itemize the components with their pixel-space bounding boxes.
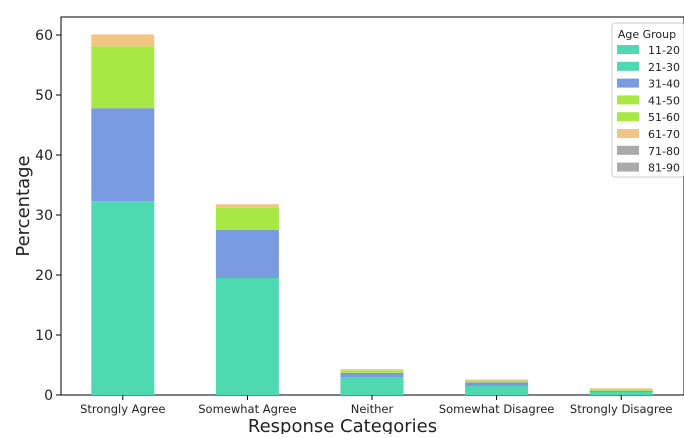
y-tick-label: 60 xyxy=(35,28,53,44)
y-tick-label: 30 xyxy=(35,208,53,224)
bar-segment xyxy=(340,377,404,395)
bar-segment xyxy=(465,382,529,386)
bar-segment xyxy=(91,46,155,109)
legend-swatch xyxy=(617,78,639,88)
legend-swatch xyxy=(617,45,639,54)
bar-segment xyxy=(465,386,529,395)
bar-segment xyxy=(589,389,653,391)
bar-segment xyxy=(340,370,404,373)
bar-segment xyxy=(91,34,155,47)
x-tick-label: Somewhat Agree xyxy=(198,402,296,416)
bar-segment xyxy=(465,380,529,383)
bar-segment xyxy=(91,108,155,202)
bar-segment xyxy=(215,204,279,208)
bar-segment xyxy=(91,201,155,395)
legend-title: Age Group xyxy=(618,28,676,41)
bar-segment xyxy=(589,390,653,392)
legend-swatch xyxy=(617,95,639,105)
legend-swatch xyxy=(617,145,639,155)
legend-box xyxy=(611,22,684,178)
x-tick-label: Strongly Disagree xyxy=(570,402,673,416)
x-tick-label: Strongly Agree xyxy=(80,402,165,416)
x-tick-label: Somewhat Disagree xyxy=(439,402,555,416)
x-axis-label: Response Categories xyxy=(248,416,437,434)
plot-frame xyxy=(60,16,684,396)
legend-label: 71-80 xyxy=(648,145,680,158)
bar-segment xyxy=(589,392,653,395)
y-tick-label: 10 xyxy=(35,328,53,344)
legend-swatch xyxy=(617,162,639,172)
legend-label: 81-90 xyxy=(648,162,680,175)
bar-segment xyxy=(215,230,279,278)
y-tick-label: 0 xyxy=(44,388,53,404)
x-tick-label: Neither xyxy=(351,402,394,416)
legend-label: 61-70 xyxy=(648,128,680,141)
legend-label: 21-30 xyxy=(648,61,680,74)
legend-label: 41-50 xyxy=(648,94,680,107)
legend-label: 11-20 xyxy=(648,44,680,57)
legend-swatch xyxy=(617,61,639,71)
bar-segment xyxy=(465,379,529,381)
bar-segment xyxy=(215,207,279,230)
legend-label: 51-60 xyxy=(648,111,680,124)
y-tick-label: 50 xyxy=(35,88,53,104)
bar-segment xyxy=(340,369,404,371)
y-axis-label: Percentage xyxy=(13,155,34,256)
bar-segment xyxy=(340,372,404,377)
legend-label: 31-40 xyxy=(648,78,680,91)
bar-segment xyxy=(215,278,279,395)
y-tick-label: 40 xyxy=(35,148,53,164)
legend-swatch xyxy=(617,112,639,122)
y-tick-label: 20 xyxy=(35,268,53,284)
bar-segment xyxy=(589,388,653,389)
legend-swatch xyxy=(617,129,639,138)
